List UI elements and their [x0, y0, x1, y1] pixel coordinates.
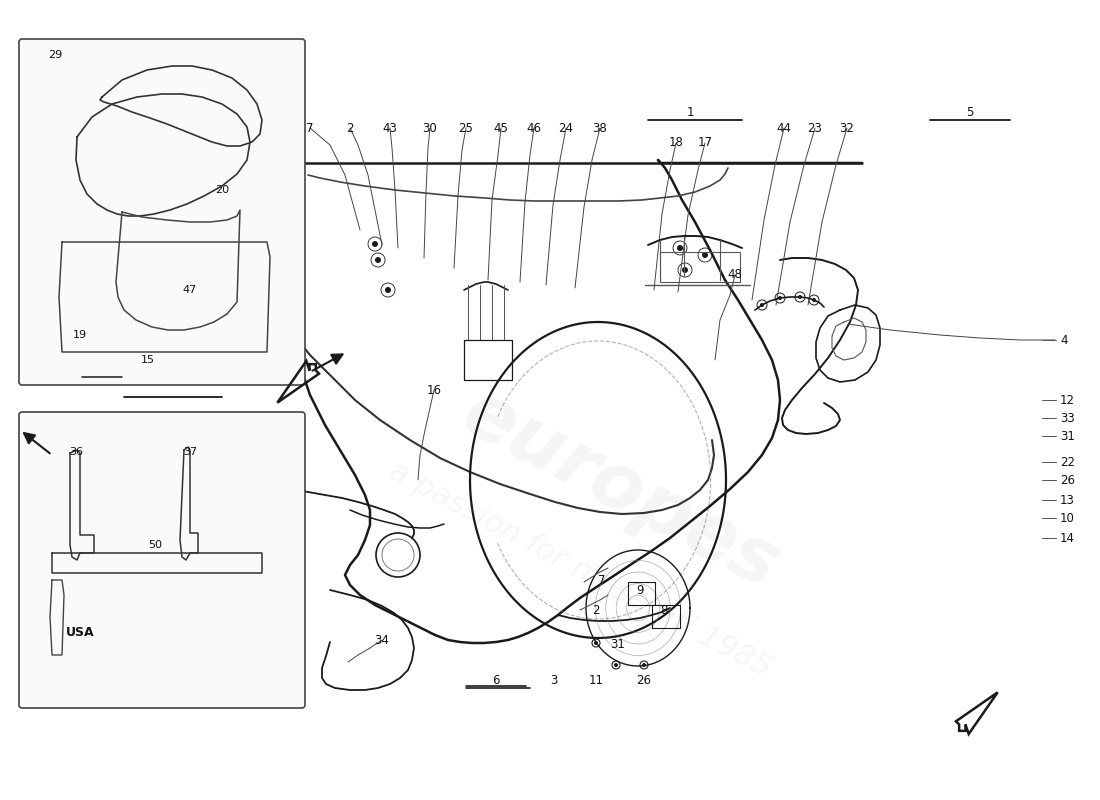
Text: 1: 1 — [686, 106, 694, 118]
Text: 22: 22 — [1060, 455, 1075, 469]
Text: 38: 38 — [593, 122, 607, 134]
Text: 8: 8 — [660, 603, 668, 617]
Text: 15: 15 — [141, 355, 155, 365]
Text: 32: 32 — [839, 122, 855, 134]
Text: 13: 13 — [1060, 494, 1075, 506]
Circle shape — [385, 287, 390, 293]
Circle shape — [372, 241, 378, 247]
Circle shape — [594, 641, 598, 645]
Text: 9: 9 — [636, 583, 644, 597]
Text: 14: 14 — [1060, 531, 1075, 545]
Text: 46: 46 — [527, 122, 541, 134]
Text: 24: 24 — [559, 122, 573, 134]
Text: 37: 37 — [183, 447, 197, 457]
Text: 34: 34 — [375, 634, 389, 646]
Text: 2: 2 — [346, 122, 354, 134]
Text: 2: 2 — [592, 603, 600, 617]
Text: 17: 17 — [697, 137, 713, 150]
Circle shape — [798, 295, 802, 299]
Text: 33: 33 — [1060, 411, 1075, 425]
Text: 45: 45 — [494, 122, 508, 134]
Text: 18: 18 — [669, 137, 683, 150]
Text: 20: 20 — [214, 185, 229, 195]
Text: 26: 26 — [637, 674, 651, 686]
FancyBboxPatch shape — [19, 39, 305, 385]
Text: 44: 44 — [777, 122, 792, 134]
Text: 10: 10 — [1060, 511, 1075, 525]
Text: 19: 19 — [73, 330, 87, 340]
Text: 11: 11 — [588, 674, 604, 686]
Circle shape — [682, 267, 688, 273]
Text: 4: 4 — [1060, 334, 1067, 346]
Text: 26: 26 — [1060, 474, 1075, 486]
Circle shape — [778, 296, 782, 300]
Circle shape — [760, 303, 764, 307]
Text: 50: 50 — [148, 540, 162, 550]
Circle shape — [614, 663, 618, 667]
Circle shape — [375, 257, 381, 263]
Text: 12: 12 — [1060, 394, 1075, 406]
Text: 16: 16 — [427, 383, 441, 397]
Text: 43: 43 — [383, 122, 397, 134]
Text: a passion for maserati 1985: a passion for maserati 1985 — [384, 457, 776, 683]
Text: 5: 5 — [966, 106, 974, 118]
FancyBboxPatch shape — [19, 412, 305, 708]
Circle shape — [702, 252, 708, 258]
Text: 48: 48 — [727, 269, 742, 282]
Text: 31: 31 — [1060, 430, 1075, 442]
Text: 23: 23 — [807, 122, 823, 134]
Circle shape — [642, 663, 646, 667]
Text: 7: 7 — [306, 122, 313, 134]
Text: 6: 6 — [493, 674, 499, 686]
Circle shape — [812, 298, 816, 302]
Text: 30: 30 — [422, 122, 438, 134]
Text: 29: 29 — [48, 50, 62, 60]
Text: 7: 7 — [598, 574, 606, 586]
Text: europes: europes — [449, 376, 791, 604]
Text: 47: 47 — [183, 285, 197, 295]
Text: 3: 3 — [550, 674, 558, 686]
Text: USA: USA — [66, 626, 95, 638]
Text: 31: 31 — [610, 638, 626, 651]
Text: 25: 25 — [459, 122, 473, 134]
Text: 36: 36 — [69, 447, 82, 457]
Circle shape — [676, 245, 683, 251]
